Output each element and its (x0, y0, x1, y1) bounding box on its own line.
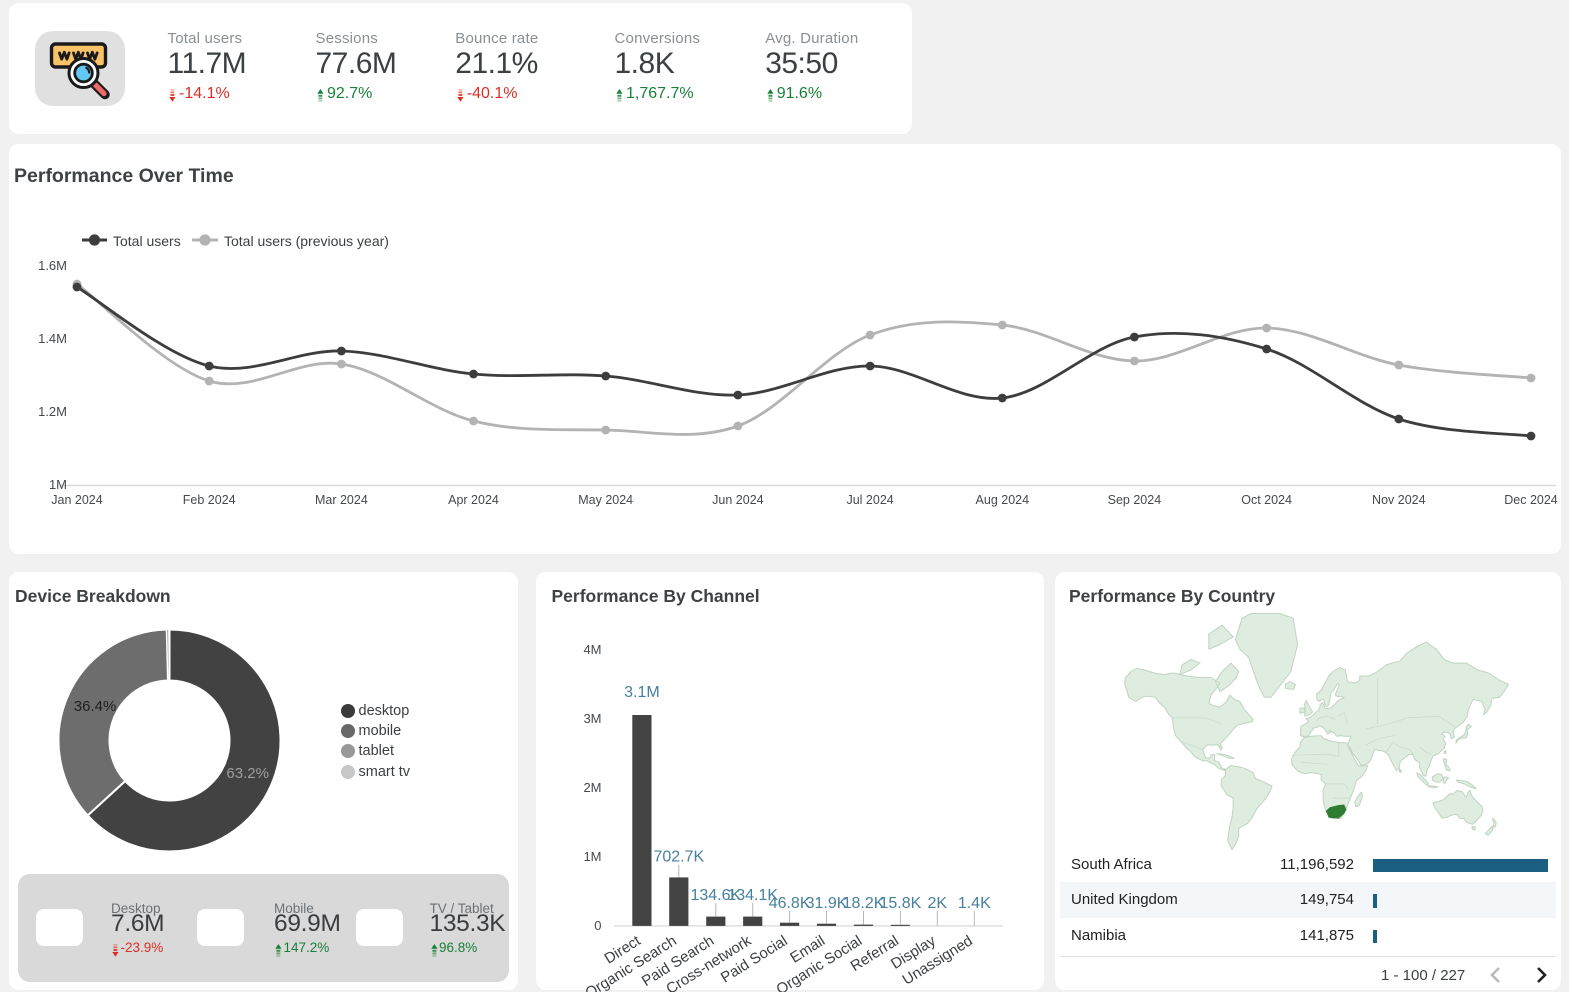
svg-text:3M: 3M (583, 711, 601, 726)
svg-text:4M: 4M (583, 642, 601, 657)
svg-text:0: 0 (594, 918, 601, 933)
svg-text:18.2K: 18.2K (843, 895, 885, 912)
svg-text:15.8K: 15.8K (879, 895, 921, 912)
svg-text:134.6K: 134.6K (690, 887, 741, 904)
svg-text:1M: 1M (49, 477, 67, 492)
svg-text:3.1M: 3.1M (624, 684, 660, 701)
svg-text:2K: 2K (928, 895, 948, 912)
svg-text:702.7K: 702.7K (653, 849, 704, 866)
svg-text:1M: 1M (583, 849, 601, 864)
svg-text:1.4M: 1.4M (38, 331, 67, 346)
svg-text:46.8K: 46.8K (769, 895, 811, 912)
svg-text:1.6M: 1.6M (38, 258, 67, 273)
svg-text:134.1K: 134.1K (727, 887, 778, 904)
svg-text:2M: 2M (583, 780, 601, 795)
svg-text:31.9K: 31.9K (806, 895, 848, 912)
svg-text:1.2M: 1.2M (38, 404, 67, 419)
svg-text:1.4K: 1.4K (958, 895, 991, 912)
